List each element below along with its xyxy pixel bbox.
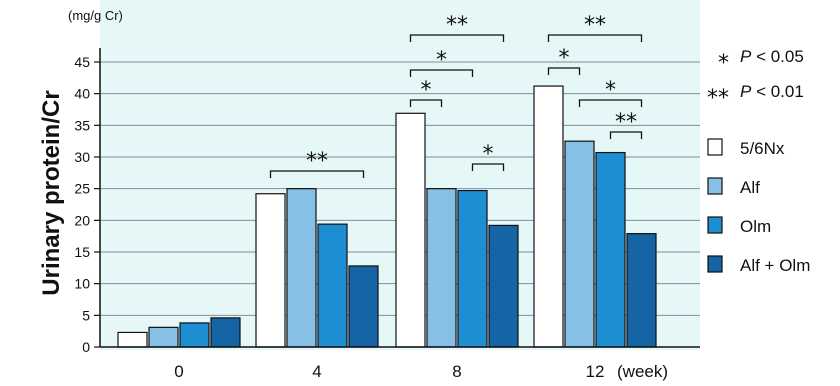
significance-bracket (547, 67, 581, 75)
y-tick-label: 0 (82, 339, 90, 355)
y-tick-label: 40 (74, 86, 90, 102)
significance-marker: * (421, 78, 432, 103)
significance-marker: * (483, 142, 494, 167)
legend-swatch (707, 138, 723, 156)
y-tick-label: 10 (74, 276, 90, 292)
significance-marker: * (605, 78, 616, 103)
legend-swatch (707, 177, 723, 195)
significance-bracket (269, 170, 365, 178)
legend-label: Alf + Olm (740, 256, 810, 275)
bar-alf (286, 188, 317, 348)
bar-olm (457, 189, 488, 348)
significance-threshold: P < 0.01 (740, 82, 804, 101)
x-tick-label: 8 (452, 362, 461, 381)
significance-bracket (547, 34, 643, 42)
y-tick-label: 30 (74, 149, 90, 165)
y-unit-label: (mg/g Cr) (68, 8, 123, 23)
significance-symbol: * (718, 51, 729, 76)
significance-bracket (409, 99, 443, 107)
x-unit-label: (week) (617, 362, 668, 381)
y-axis-label: Urinary protein/Cr (38, 90, 65, 295)
legend-label: Olm (740, 217, 771, 236)
bar-olm (179, 322, 210, 348)
significance-bracket (409, 69, 474, 77)
significance-bracket (578, 99, 643, 107)
bar-5-6nx (395, 112, 426, 348)
significance-legend: * P < 0.05 ** P < 0.01 (707, 47, 804, 111)
significance-marker: * (436, 48, 447, 73)
significance-bracket (409, 34, 505, 42)
bar-5-6nx (533, 85, 564, 348)
bar-alf (426, 188, 457, 348)
significance-marker: ** (615, 110, 637, 135)
y-tick-label: 35 (74, 117, 90, 133)
y-tick-label: 45 (74, 54, 90, 70)
y-tick-label: 5 (82, 307, 90, 323)
legend-swatch (707, 216, 723, 234)
series-legend: 5/6Nx Alf Olm Alf + Olm (707, 138, 810, 275)
x-tick-label: 0 (174, 362, 183, 381)
legend-swatch (707, 255, 723, 273)
y-tick-label: 20 (74, 212, 90, 228)
bar-alf-olm (626, 233, 657, 348)
bar-alf (564, 140, 595, 348)
significance-bracket (471, 163, 505, 171)
bar-alf-olm (488, 224, 519, 348)
bar-5-6nx (255, 193, 286, 348)
significance-marker: ** (306, 149, 328, 174)
y-tick-label: 15 (74, 244, 90, 260)
bar-olm (595, 151, 626, 348)
bar-5-6nx (117, 331, 148, 348)
x-tick-label: 4 (312, 362, 321, 381)
significance-symbol: ** (707, 86, 729, 111)
legend-label: 5/6Nx (740, 139, 785, 158)
significance-marker: ** (446, 13, 468, 38)
bar-alf (148, 326, 179, 348)
significance-marker: ** (584, 13, 606, 38)
significance-bracket (609, 131, 643, 139)
legend-label: Alf (740, 178, 760, 197)
y-tick-label: 25 (74, 181, 90, 197)
bar-alf-olm (348, 265, 379, 348)
significance-threshold: P < 0.05 (740, 47, 804, 66)
bar-olm (317, 223, 348, 348)
x-tick-label: 12 (586, 362, 605, 381)
significance-marker: * (559, 46, 570, 71)
bar-alf-olm (210, 317, 241, 348)
